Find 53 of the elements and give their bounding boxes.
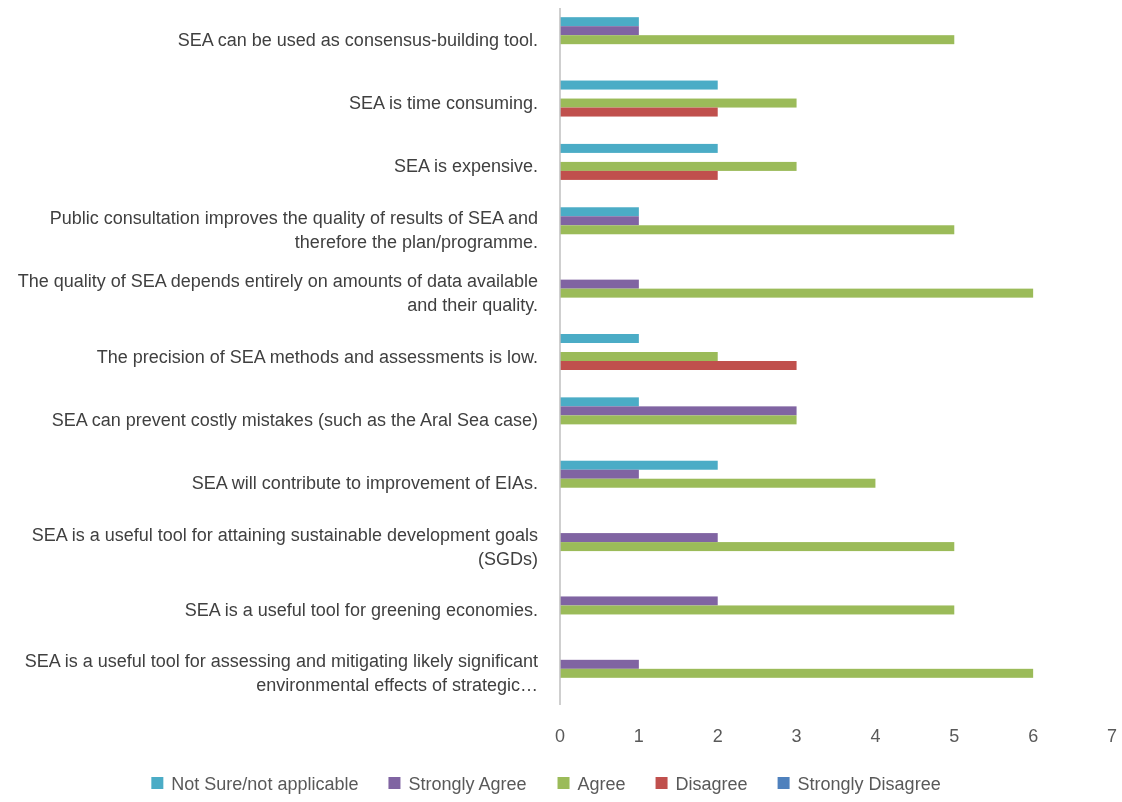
- x-tick-label: 2: [712, 726, 723, 746]
- bar: [560, 397, 639, 407]
- bar: [560, 80, 718, 90]
- bar: [560, 161, 797, 171]
- y-tick-label: SEA is expensive.: [393, 156, 538, 177]
- bar: [560, 17, 639, 27]
- bar: [560, 542, 955, 552]
- bar: [560, 143, 718, 153]
- bar: [560, 352, 718, 361]
- legend-label: Strongly Disagree: [797, 774, 941, 794]
- legend-label: Disagree: [675, 774, 748, 794]
- bar: [560, 288, 1034, 298]
- y-tick-label: SEA is a useful tool for assessing and mitigating likely significant environmental effects of strategic…: [24, 651, 538, 696]
- y-tick-label: SEA can be used as consensus-building tool.: [177, 29, 538, 50]
- x-tick-label: 1: [633, 726, 644, 746]
- bar: [560, 605, 955, 615]
- y-tick-label: The quality of SEA depends entirely on amounts of data available and their quality.: [17, 271, 538, 316]
- bar: [560, 478, 876, 488]
- y-tick-label: Public consultation improves the quality of results of SEA and therefore the plan/programme.: [49, 207, 538, 252]
- y-tick-label: SEA is time consuming.: [348, 93, 538, 114]
- bar: [560, 361, 797, 370]
- bar: [560, 170, 718, 180]
- x-tick-label: 5: [949, 726, 960, 746]
- legend-label: Not Sure/not applicable: [171, 774, 359, 794]
- bar: [560, 415, 797, 425]
- bar: [560, 533, 718, 543]
- bar: [560, 98, 797, 108]
- y-tick-label: SEA is a useful tool for attaining sustainable development goals (SGDs): [31, 524, 538, 569]
- bar: [560, 279, 639, 289]
- bar: [560, 35, 955, 45]
- x-tick-label: 4: [870, 726, 881, 746]
- bar: [560, 469, 639, 479]
- legend-label: Strongly Agree: [408, 774, 527, 794]
- y-tick-label: SEA is a useful tool for greening economies.: [184, 599, 538, 620]
- y-tick-label: SEA will contribute to improvement of EIAs.: [191, 473, 538, 494]
- bar: [560, 107, 718, 117]
- bar: [560, 207, 639, 217]
- bar: [560, 334, 639, 343]
- y-tick-label: The precision of SEA methods and assessments is low.: [96, 346, 538, 367]
- legend-label: Agree: [577, 774, 626, 794]
- x-tick-label: 3: [791, 726, 802, 746]
- bar: [560, 596, 718, 606]
- bar: [560, 668, 1034, 678]
- x-tick-label: 6: [1028, 726, 1039, 746]
- x-tick-label: 7: [1106, 726, 1118, 746]
- bar: [560, 406, 797, 416]
- bar: [560, 26, 639, 36]
- bar: [560, 460, 718, 470]
- bar: [560, 225, 955, 235]
- x-tick-label: 0: [554, 726, 566, 746]
- y-tick-label: SEA can prevent costly mistakes (such as the Aral Sea case): [51, 409, 538, 430]
- bar: [560, 659, 639, 669]
- bar: [560, 216, 639, 226]
